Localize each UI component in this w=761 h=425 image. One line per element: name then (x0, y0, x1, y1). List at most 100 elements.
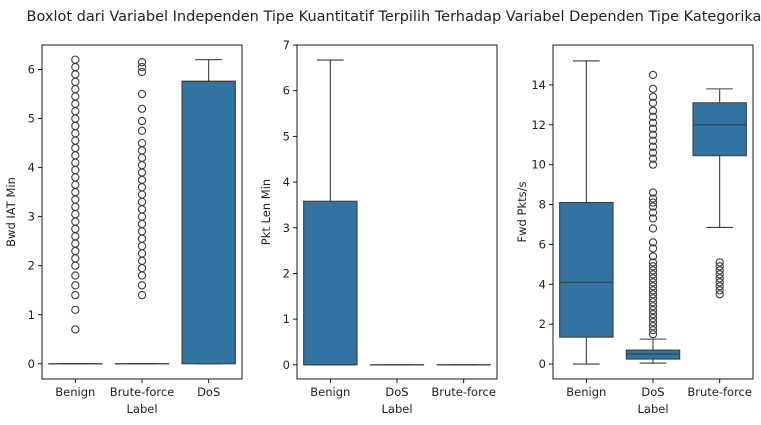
outlier-point (715, 270, 724, 279)
outlier-point (648, 208, 658, 217)
outlier-point (648, 244, 658, 253)
outlier-point (137, 146, 147, 155)
outlier-point (137, 168, 147, 177)
outlier-point (648, 214, 658, 223)
outlier-point (137, 227, 147, 236)
y-tick-label: 4 (28, 161, 35, 175)
y-tick-label: 4 (283, 175, 290, 189)
y-tick-label: 5 (28, 112, 35, 126)
outlier-point (648, 224, 658, 233)
outlier-point (137, 67, 147, 77)
outlier-point (137, 249, 147, 258)
box-benign (303, 59, 358, 366)
y-tick-label: 2 (28, 259, 35, 273)
outlier-point (715, 262, 724, 271)
y-tick-label: 10 (531, 158, 546, 172)
y-tick-label: 7 (283, 38, 290, 52)
outlier-point (137, 205, 147, 214)
outlier-point (648, 142, 658, 151)
outlier-point (71, 246, 80, 256)
outlier-point (71, 165, 80, 175)
outlier-point (648, 282, 658, 291)
outlier-point (648, 274, 658, 283)
outlier-point (71, 239, 80, 248)
outlier-point (648, 136, 658, 145)
outlier-point (137, 241, 147, 251)
outlier-point (137, 219, 147, 229)
outlier-point (137, 89, 147, 99)
outlier-point (648, 306, 658, 315)
y-tick-label: 4 (539, 277, 546, 291)
outlier-point (648, 194, 658, 203)
outlier-point (648, 118, 658, 127)
outlier-point (648, 112, 658, 121)
y-tick-label: 6 (539, 237, 546, 251)
x-axis-label: Label (381, 402, 412, 416)
x-tick-label-dos: DoS (385, 385, 408, 399)
outlier-point (137, 161, 147, 170)
x-tick-label-benign: Benign (310, 385, 350, 399)
outlier-point (71, 217, 80, 226)
outlier-point (648, 84, 658, 94)
outlier-point (137, 234, 147, 243)
outlier-point (137, 62, 147, 72)
outlier-point (137, 126, 147, 135)
outlier-point (715, 278, 724, 287)
y-tick-label: 1 (28, 308, 35, 322)
outlier-point (137, 256, 147, 265)
outlier-point (71, 55, 80, 64)
outlier-point (71, 180, 80, 189)
outlier-point (648, 302, 658, 311)
outlier-point (715, 258, 724, 267)
outlier-point (137, 175, 147, 185)
outlier-point (71, 173, 80, 182)
outlier-point (648, 262, 658, 271)
y-axis-label: Fwd Pkts/s (515, 182, 529, 243)
x-axis-label: Label (637, 402, 668, 416)
outlier-point (648, 160, 658, 169)
subplot-1: 0 1 2 3 4 5 6 Benign Brute-force DoS Label Bwd IAT … (4, 44, 243, 416)
y-tick-label: 0 (28, 357, 35, 371)
outlier-point (648, 329, 658, 339)
outlier-point (648, 70, 658, 80)
box-dos (181, 59, 236, 365)
outlier-point (715, 286, 724, 295)
y-tick-label: 3 (283, 221, 290, 235)
outlier-point (648, 202, 658, 211)
outlier-point (71, 62, 80, 72)
outlier-point (648, 298, 658, 307)
outlier-point (137, 183, 147, 192)
outlier-point (648, 266, 658, 275)
outlier-point (137, 264, 147, 273)
outlier-point (71, 305, 80, 314)
outlier-point (71, 158, 80, 167)
outlier-point (71, 77, 80, 86)
x-tick-label-brute-force: Brute-force (687, 385, 752, 399)
outlier-point (715, 266, 724, 275)
outlier-point (648, 314, 658, 323)
y-tick-label: 5 (283, 129, 290, 143)
y-tick-label: 3 (28, 210, 35, 224)
outlier-point (71, 271, 80, 280)
y-tick-label: 14 (531, 78, 546, 92)
outlier-point (648, 188, 658, 197)
outlier-point (71, 232, 80, 241)
y-tick-label: 1 (283, 312, 290, 326)
outlier-point (648, 124, 658, 133)
outlier-point (137, 271, 147, 280)
outlier-point (648, 318, 658, 327)
outlier-point (71, 224, 80, 234)
box-brute-force (114, 58, 170, 365)
outlier-point (71, 202, 80, 212)
outlier-point (648, 278, 658, 287)
y-tick-label: 8 (539, 198, 546, 212)
outlier-point (137, 116, 147, 126)
outlier-point (648, 106, 658, 115)
outlier-point (137, 212, 147, 221)
outlier-point (71, 84, 80, 94)
outlier-point (137, 190, 147, 199)
box-benign (48, 55, 103, 365)
outlier-point (648, 238, 658, 247)
outlier-point (71, 254, 80, 263)
box-body (181, 80, 236, 365)
